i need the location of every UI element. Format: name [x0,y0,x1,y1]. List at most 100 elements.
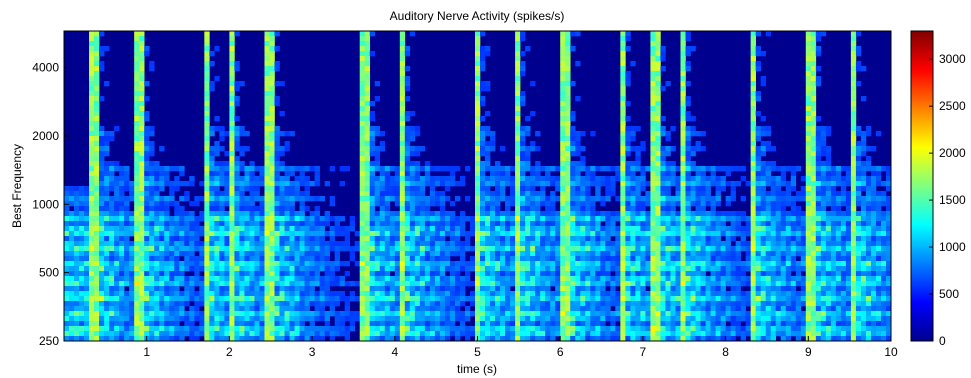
heatmap-cell [449,276,456,282]
heatmap-cell [875,131,882,137]
heatmap-cell [419,226,426,232]
heatmap-cell [314,166,320,172]
heatmap-cell [805,231,812,237]
heatmap-cell [214,241,220,247]
heatmap-cell [229,166,235,172]
heatmap-cell [99,276,105,282]
heatmap-cell [384,186,391,192]
heatmap-cell [560,246,566,252]
heatmap-cell [570,261,576,267]
heatmap-cell [575,256,581,262]
heatmap-cell [299,201,305,207]
heatmap-cell [805,236,812,242]
heatmap-cell [89,51,95,57]
heatmap-cell [490,201,496,207]
heatmap-cell [264,286,270,292]
heatmap-cell [419,236,426,242]
heatmap-cell [585,191,591,197]
heatmap-cell [710,206,716,212]
heatmap-cell [434,191,441,197]
heatmap-cell [209,256,215,262]
heatmap-cell [144,281,150,287]
heatmap-cell [795,266,802,272]
heatmap-cell [590,176,596,182]
heatmap-cell [399,216,406,222]
heatmap-cell [605,281,611,287]
heatmap-cell [89,116,95,122]
heatmap-cell [575,171,581,177]
heatmap-cell [409,216,416,222]
heatmap-cell [685,46,691,52]
heatmap-cell [480,126,486,132]
heatmap-cell [865,191,872,197]
heatmap-cell [560,171,566,177]
heatmap-cell [184,196,190,202]
heatmap-cell [485,126,491,132]
heatmap-cell [134,261,140,267]
heatmap-cell [520,256,526,262]
heatmap-cell [154,286,160,292]
heatmap-cell [204,211,210,217]
heatmap-cell [259,271,265,277]
heatmap-cell [815,211,822,217]
heatmap-cell [720,166,726,172]
heatmap-cell [630,136,636,142]
heatmap-cell [144,186,150,192]
heatmap-cell [249,221,255,227]
heatmap-cell [775,251,782,257]
heatmap-cell [535,276,541,282]
heatmap-cell [269,141,275,147]
heatmap-cell [134,56,140,62]
heatmap-cell [304,271,310,277]
heatmap-cell [700,196,706,202]
heatmap-cell [750,176,756,182]
heatmap-cell [515,176,521,182]
heatmap-cell [695,226,701,232]
heatmap-cell [665,191,671,197]
heatmap-cell [860,286,867,292]
heatmap-cell [780,236,787,242]
heatmap-cell [69,251,75,257]
heatmap-cell [560,121,566,127]
heatmap-cell [650,96,656,102]
heatmap-cell [339,276,345,282]
heatmap-cell [434,241,441,247]
heatmap-cell [154,296,160,302]
heatmap-cell [134,216,140,222]
heatmap-cell [570,171,576,177]
heatmap-cell [810,161,817,167]
heatmap-cell [344,231,350,237]
heatmap-cell [620,126,626,132]
heatmap-cell [304,216,310,222]
heatmap-cell [139,141,145,147]
heatmap-cell [219,226,225,232]
heatmap-cell [610,191,616,197]
heatmap-cell [304,291,310,297]
heatmap-cell [500,231,506,237]
heatmap-cell [675,241,681,247]
heatmap-cell [374,296,381,302]
heatmap-cell [304,191,310,197]
heatmap-cell [635,176,641,182]
heatmap-cell [560,81,566,87]
heatmap-cell [419,286,426,292]
heatmap-cell [815,166,822,172]
heatmap-cell [515,131,521,137]
heatmap-cell [134,271,140,277]
heatmap-cell [830,236,837,242]
heatmap-cell [294,231,300,237]
heatmap-cell [94,221,100,227]
heatmap-cell [99,66,105,72]
heatmap-cell [635,256,641,262]
heatmap-cell [249,206,255,212]
heatmap-cell [334,216,340,222]
heatmap-cell [885,241,891,247]
heatmap-cell [429,191,436,197]
heatmap-cell [630,191,636,197]
heatmap-cell [374,191,381,197]
heatmap-cell [419,186,426,192]
heatmap-cell [424,221,431,227]
heatmap-cell [279,161,285,167]
heatmap-cell [540,191,546,197]
heatmap-cell [565,156,571,162]
